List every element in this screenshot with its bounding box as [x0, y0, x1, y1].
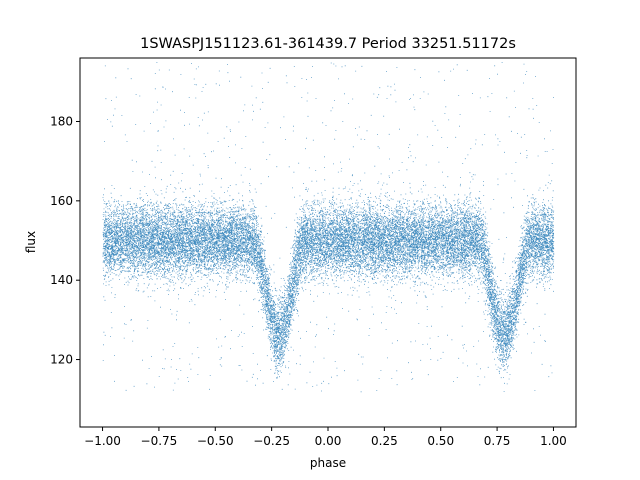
x-tick-label: 0.75 — [484, 434, 511, 448]
y-tick-label: 120 — [50, 353, 73, 367]
y-axis-label: flux — [24, 231, 38, 253]
x-tick-label: 1.00 — [540, 434, 567, 448]
y-tick-label: 140 — [50, 273, 73, 287]
x-tick-label: −0.50 — [197, 434, 234, 448]
y-tick-label: 160 — [50, 194, 73, 208]
x-axis-ticks: −1.00 −0.75 −0.50 −0.25 0.00 0.25 0.50 0.75 1.00 — [84, 427, 567, 448]
x-axis-label: phase — [310, 456, 346, 470]
x-tick-label: 0.25 — [371, 434, 398, 448]
scatter-points — [102, 62, 555, 393]
x-tick-label: 0.00 — [315, 434, 342, 448]
x-tick-label: 0.50 — [427, 434, 454, 448]
y-axis-ticks: 120 140 160 180 — [50, 114, 80, 367]
x-tick-label: −0.75 — [141, 434, 178, 448]
y-tick-label: 180 — [50, 114, 73, 128]
x-tick-label: −0.25 — [253, 434, 290, 448]
x-tick-label: −1.00 — [84, 434, 121, 448]
data-points — [102, 62, 555, 393]
chart-title: 1SWASPJ151123.61-361439.7 Period 33251.5… — [140, 36, 516, 52]
